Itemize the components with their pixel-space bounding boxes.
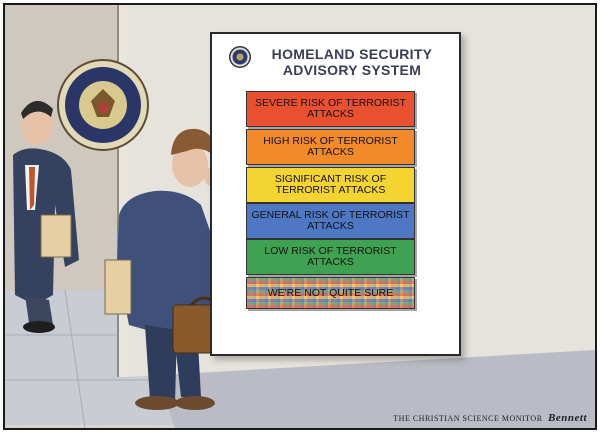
level-general: GENERAL RISK OF TERRORIST ATTACKS: [246, 203, 415, 239]
publication-name: THE CHRISTIAN SCIENCE MONITOR: [393, 414, 542, 423]
seal-icon: [229, 46, 251, 68]
board-title-line-2: ADVISORY SYSTEM: [252, 62, 452, 78]
level-high: HIGH RISK OF TERRORIST ATTACKS: [246, 129, 415, 165]
artist-signature: Bennett: [548, 412, 587, 424]
presidential-seal-icon: [58, 60, 148, 150]
credit-line: THE CHRISTIAN SCIENCE MONITOR Bennett: [393, 412, 587, 424]
level-not-sure: WE'RE NOT QUITE SURE: [246, 277, 415, 309]
board-title: HOMELAND SECURITY ADVISORY SYSTEM: [252, 46, 452, 78]
cartoon-frame: HOMELAND SECURITY ADVISORY SYSTEM SEVERE…: [3, 3, 597, 430]
level-severe: SEVERE RISK OF TERRORIST ATTACKS: [246, 91, 415, 127]
level-low: LOW RISK OF TERRORIST ATTACKS: [246, 239, 415, 275]
level-significant: SIGNIFICANT RISK OF TERRORIST ATTACKS: [246, 167, 415, 203]
advisory-board: HOMELAND SECURITY ADVISORY SYSTEM SEVERE…: [210, 32, 461, 356]
board-title-line-1: HOMELAND SECURITY: [252, 46, 452, 62]
